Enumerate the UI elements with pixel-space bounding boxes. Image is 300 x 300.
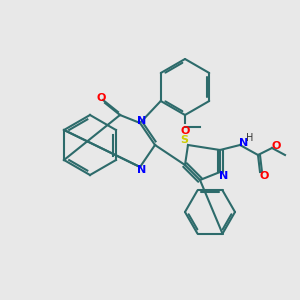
Text: N: N bbox=[137, 165, 147, 175]
Text: S: S bbox=[180, 135, 188, 145]
Text: O: O bbox=[96, 93, 106, 103]
Text: O: O bbox=[259, 171, 269, 181]
Text: O: O bbox=[180, 126, 190, 136]
Text: H: H bbox=[246, 133, 254, 143]
Text: O: O bbox=[271, 141, 281, 151]
Text: N: N bbox=[219, 171, 229, 181]
Text: N: N bbox=[137, 116, 147, 126]
Text: N: N bbox=[239, 138, 249, 148]
